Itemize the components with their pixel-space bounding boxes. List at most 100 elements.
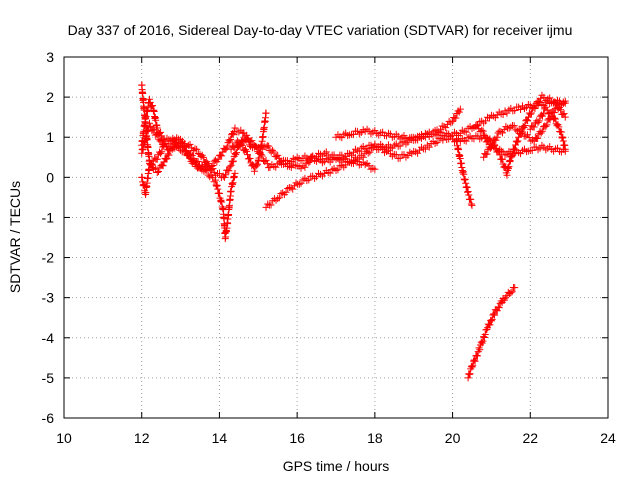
data-point — [244, 136, 252, 144]
data-point — [154, 131, 162, 139]
data-point — [515, 133, 523, 141]
data-point — [177, 135, 185, 143]
data-point — [468, 363, 476, 371]
y-tick-label: -1 — [42, 209, 55, 225]
data-point — [158, 148, 166, 156]
y-tick-label: -4 — [42, 330, 55, 346]
y-tick-labels: -6 -5 -4 -3 -2 -1 0 1 2 3 — [42, 49, 55, 426]
data-point — [274, 195, 282, 203]
data-point — [442, 124, 450, 132]
data-point — [481, 331, 489, 339]
data-point — [231, 124, 239, 132]
data-point — [517, 127, 525, 135]
data-point — [456, 105, 464, 113]
data-point — [215, 189, 223, 197]
x-tick-label: 16 — [289, 430, 305, 446]
data-point — [153, 168, 161, 176]
data-point — [150, 126, 158, 134]
data-point — [447, 119, 455, 127]
data-point — [240, 129, 248, 137]
x-tick-label: 10 — [56, 430, 72, 446]
x-tick-label: 24 — [600, 430, 616, 446]
data-point — [282, 188, 290, 196]
data-point — [491, 311, 499, 319]
x-tick-label: 22 — [522, 430, 538, 446]
data-point — [262, 109, 270, 117]
data-point — [543, 121, 551, 129]
data-point — [231, 150, 239, 158]
chart-title: Day 337 of 2016, Sidereal Day-to-day VTE… — [68, 22, 573, 38]
data-point — [145, 119, 153, 127]
data-point — [189, 147, 197, 155]
data-point — [279, 189, 287, 197]
data-point — [349, 148, 357, 156]
data-point — [537, 129, 545, 137]
data-point — [243, 151, 251, 159]
y-tick-label: -3 — [42, 290, 55, 306]
data-point — [484, 113, 492, 121]
data-point — [467, 362, 475, 370]
data-point — [363, 147, 371, 155]
data-point — [526, 110, 534, 118]
data-point — [528, 146, 536, 154]
data-point — [522, 132, 530, 140]
data-point — [480, 334, 488, 342]
data-point — [495, 147, 503, 155]
data-point — [536, 98, 544, 106]
data-point — [490, 310, 498, 318]
data-point — [218, 198, 226, 206]
data-point — [499, 110, 507, 118]
data-point — [524, 131, 532, 139]
x-tick-label: 20 — [445, 430, 461, 446]
y-tick-label: -6 — [42, 410, 55, 426]
data-point — [553, 144, 561, 152]
data-point — [371, 165, 379, 173]
data-point — [231, 169, 239, 177]
data-point — [217, 196, 225, 204]
data-point — [342, 161, 350, 169]
data-point — [366, 148, 374, 156]
data-point — [534, 134, 542, 142]
data-point — [498, 155, 506, 163]
data-point — [496, 151, 504, 159]
data-point — [222, 171, 230, 179]
data-point — [396, 154, 404, 162]
data-point — [143, 128, 151, 136]
data-point — [157, 149, 165, 157]
data-point — [561, 113, 569, 121]
data-point — [159, 162, 167, 170]
data-point — [482, 117, 490, 125]
data-point — [225, 167, 233, 175]
data-point — [195, 162, 203, 170]
data-point — [351, 145, 359, 153]
data-point — [223, 143, 231, 151]
data-point — [455, 108, 463, 116]
data-point — [180, 143, 188, 151]
data-point — [443, 120, 451, 128]
data-point — [542, 103, 550, 111]
x-tick-label: 18 — [367, 430, 383, 446]
data-point — [508, 153, 516, 161]
data-point — [388, 133, 396, 141]
axis-ticks — [63, 56, 609, 419]
data-point — [242, 146, 250, 154]
data-point — [148, 161, 156, 169]
data-point — [537, 94, 545, 102]
data-point — [471, 357, 479, 365]
data-point — [500, 126, 508, 134]
data-point — [276, 158, 284, 166]
data-point — [277, 190, 285, 198]
data-point — [142, 133, 150, 141]
data-point — [433, 139, 441, 147]
data-point — [477, 338, 485, 346]
y-tick-label: -2 — [42, 250, 55, 266]
data-point — [214, 185, 222, 193]
data-point — [185, 150, 193, 158]
x-tick-labels: 10 12 14 16 18 20 22 24 — [56, 430, 616, 446]
data-point — [369, 143, 377, 151]
data-point — [521, 122, 529, 130]
data-point — [208, 162, 216, 170]
data-point — [334, 154, 342, 162]
data-point — [530, 123, 538, 131]
data-point — [484, 320, 492, 328]
